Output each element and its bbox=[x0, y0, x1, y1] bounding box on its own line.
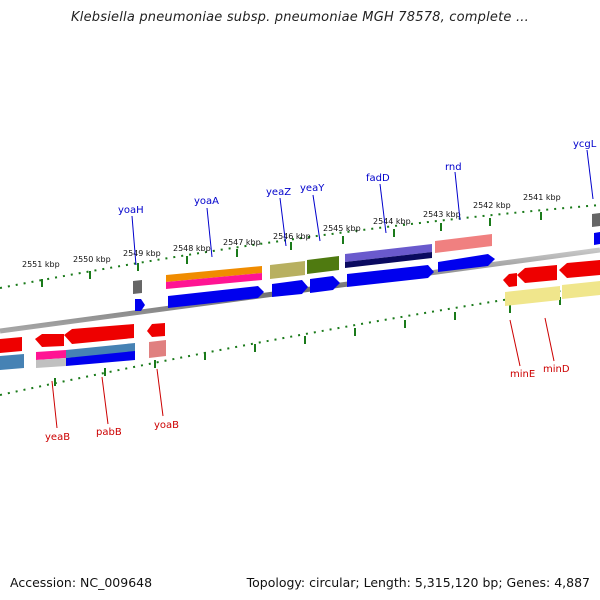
gene-block[interactable] bbox=[36, 358, 66, 368]
gene-arrow[interactable] bbox=[559, 260, 600, 278]
gene-label-top[interactable]: fadD bbox=[366, 173, 390, 184]
gene-label-bottom[interactable]: minD bbox=[543, 364, 570, 375]
gene-block[interactable] bbox=[66, 351, 135, 366]
gene-label-top[interactable]: yeaZ bbox=[266, 187, 291, 198]
gene-arrow[interactable] bbox=[503, 273, 517, 287]
gene-arrow[interactable] bbox=[168, 286, 264, 308]
bottom-scale-line bbox=[0, 284, 600, 396]
gene-block[interactable] bbox=[435, 234, 492, 253]
accession-label: Accession: NC_009648 bbox=[10, 575, 153, 590]
forward-strand-features bbox=[133, 213, 600, 311]
gene-block[interactable] bbox=[166, 266, 262, 282]
scale-label: 2546 kbp bbox=[273, 232, 311, 241]
gene-block[interactable] bbox=[345, 244, 432, 262]
scale-label: 2547 kbp bbox=[223, 238, 261, 247]
bottom-label-leaders bbox=[51, 317, 555, 429]
gene-label-top[interactable]: ycgL bbox=[573, 139, 597, 150]
scale-label: 2544 kbp bbox=[373, 217, 411, 226]
gene-block[interactable] bbox=[270, 261, 305, 279]
gene-block[interactable] bbox=[562, 281, 600, 299]
gene-label-top[interactable]: rnd bbox=[445, 162, 462, 173]
scale-label: 2548 kbp bbox=[173, 244, 211, 253]
scale-label: 2551 kbp bbox=[22, 260, 60, 269]
reverse-strand-features bbox=[0, 260, 600, 370]
bottom-major-ticks bbox=[54, 297, 561, 386]
gene-arrow[interactable] bbox=[147, 323, 165, 337]
gene-arrow[interactable] bbox=[438, 254, 495, 272]
gene-arrow[interactable] bbox=[135, 299, 145, 311]
gene-block[interactable] bbox=[36, 350, 66, 360]
gene-block[interactable] bbox=[149, 340, 166, 358]
scale-label: 2541 kbp bbox=[523, 193, 561, 202]
scale-label: 2543 kbp bbox=[423, 210, 461, 219]
gene-arrow[interactable] bbox=[35, 334, 64, 347]
gene-arrow[interactable] bbox=[0, 337, 22, 353]
gene-label-bottom[interactable]: minE bbox=[510, 369, 535, 380]
gene-block[interactable] bbox=[307, 256, 339, 274]
gene-label-bottom[interactable]: yeaB bbox=[45, 432, 70, 443]
top-scale-line bbox=[0, 204, 600, 289]
gene-label-top[interactable]: yeaY bbox=[300, 183, 325, 194]
scale-label: 2550 kbp bbox=[73, 255, 111, 264]
gene-arrow[interactable] bbox=[347, 265, 434, 287]
gene-arrow[interactable] bbox=[517, 265, 557, 283]
gene-label-bottom[interactable]: yoaB bbox=[154, 420, 179, 431]
scale-label: 2549 kbp bbox=[123, 249, 161, 258]
gene-label-bottom[interactable]: pabB bbox=[96, 427, 122, 438]
top-label-leaders bbox=[131, 149, 594, 266]
gene-block[interactable] bbox=[505, 286, 560, 306]
gene-arrow[interactable] bbox=[272, 280, 308, 297]
gene-block[interactable] bbox=[345, 252, 432, 268]
scale-label: 2542 kbp bbox=[473, 201, 511, 210]
gene-arrow[interactable] bbox=[310, 276, 340, 293]
gene-label-top[interactable]: yoaA bbox=[194, 196, 219, 207]
scale-label: 2545 kbp bbox=[323, 224, 361, 233]
gene-label-top[interactable]: yoaH bbox=[118, 205, 144, 216]
gene-arrow[interactable] bbox=[64, 324, 134, 344]
genome-summary: Topology: circular; Length: 5,315,120 bp… bbox=[246, 575, 590, 590]
gene-block[interactable] bbox=[592, 213, 600, 227]
gene-arrow[interactable] bbox=[594, 232, 600, 245]
top-major-ticks bbox=[41, 212, 542, 287]
map-title: Klebsiella pneumoniae subsp. pneumoniae … bbox=[71, 10, 529, 25]
gene-block[interactable] bbox=[133, 280, 142, 294]
gene-block[interactable] bbox=[166, 273, 262, 289]
gene-block[interactable] bbox=[0, 354, 24, 370]
